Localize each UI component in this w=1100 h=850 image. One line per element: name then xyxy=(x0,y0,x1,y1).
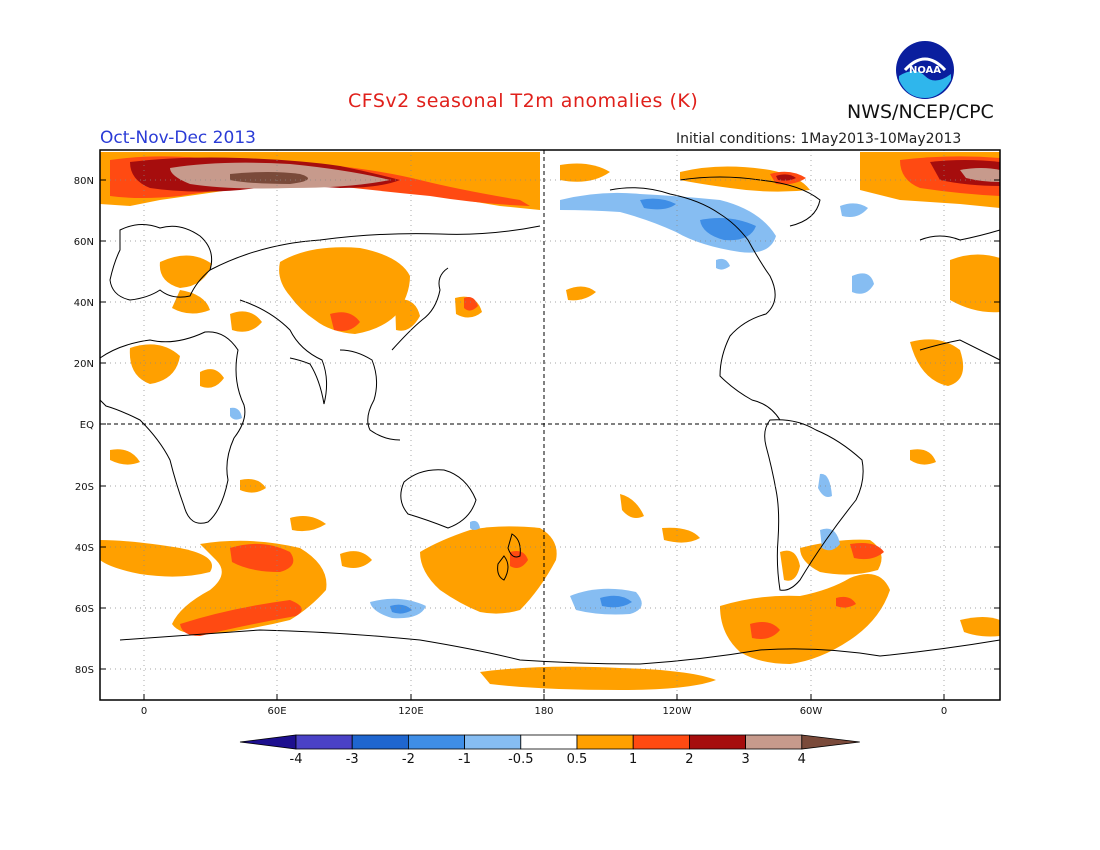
colorbar: -4 -3 -2 -1 -0.5 0.5 1 2 3 4 xyxy=(239,734,860,767)
coastlines xyxy=(99,176,1001,665)
moderate-cool-anomaly-regions xyxy=(390,198,756,614)
lon-label: 60E xyxy=(267,706,286,717)
colorbar-tick-label: 1 xyxy=(629,752,637,767)
lon-label: 0 xyxy=(941,706,947,717)
colorbar-segment xyxy=(632,734,690,750)
colorbar-segment xyxy=(520,734,578,750)
lat-label: 40N xyxy=(74,298,94,309)
colorbar-segment xyxy=(295,734,353,750)
lon-label: 60W xyxy=(800,706,823,717)
colorbar-segment xyxy=(576,734,634,750)
lat-label: 80N xyxy=(74,176,94,187)
colorbar-tick-label: 0.5 xyxy=(567,752,588,767)
extreme-warm-anomaly-regions xyxy=(170,162,1000,189)
lon-label: 120W xyxy=(663,706,692,717)
lat-label: 40S xyxy=(75,543,94,554)
lat-label: 80S xyxy=(75,665,94,676)
initial-conditions-label: Initial conditions: 1May2013-10May2013 xyxy=(676,131,962,147)
colorbar-segment xyxy=(351,734,409,750)
colorbar-min-arrow xyxy=(239,734,297,750)
lon-label: 0 xyxy=(141,706,147,717)
colorbar-tick-label: -3 xyxy=(346,752,359,767)
warm-anomaly-regions xyxy=(100,152,1000,690)
lat-label: 20N xyxy=(74,359,94,370)
longitude-labels: 0 60E 120E 180 120W 60W 0 xyxy=(141,706,947,717)
colorbar-segment xyxy=(464,734,522,750)
colorbar-tick-label: -4 xyxy=(290,752,303,767)
lon-label: 180 xyxy=(534,706,553,717)
lat-label: 60S xyxy=(75,604,94,615)
colorbar-segment xyxy=(689,734,747,750)
colorbar-tick-label: 3 xyxy=(741,752,749,767)
map-title: CFSv2 seasonal T2m anomalies (K) xyxy=(348,90,699,112)
colorbar-tick-label: -2 xyxy=(402,752,415,767)
colorbar-tick-label: -0.5 xyxy=(508,752,533,767)
colorbar-segment xyxy=(745,734,803,750)
map-frame xyxy=(99,149,1001,701)
colorbar-tick-label: 2 xyxy=(685,752,693,767)
logo-text: NOAA xyxy=(909,65,941,76)
colorbar-max-arrow xyxy=(801,734,860,750)
lon-label: 120E xyxy=(398,706,423,717)
noaa-logo: NOAA xyxy=(896,41,954,99)
latitude-labels: 80N 60N 40N 20N EQ 20S 40S 60S 80S xyxy=(74,176,94,676)
colorbar-segment xyxy=(407,734,465,750)
agency-label: NWS/NCEP/CPC xyxy=(847,101,994,123)
colorbar-tick-label: 4 xyxy=(798,752,806,767)
axis-ticks xyxy=(100,179,1000,700)
graticule xyxy=(100,150,1000,700)
lat-label: EQ xyxy=(80,420,94,431)
lat-label: 60N xyxy=(74,237,94,248)
season-label: Oct-Nov-Dec 2013 xyxy=(100,128,256,148)
lat-label: 20S xyxy=(75,482,94,493)
colorbar-tick-label: -1 xyxy=(458,752,471,767)
